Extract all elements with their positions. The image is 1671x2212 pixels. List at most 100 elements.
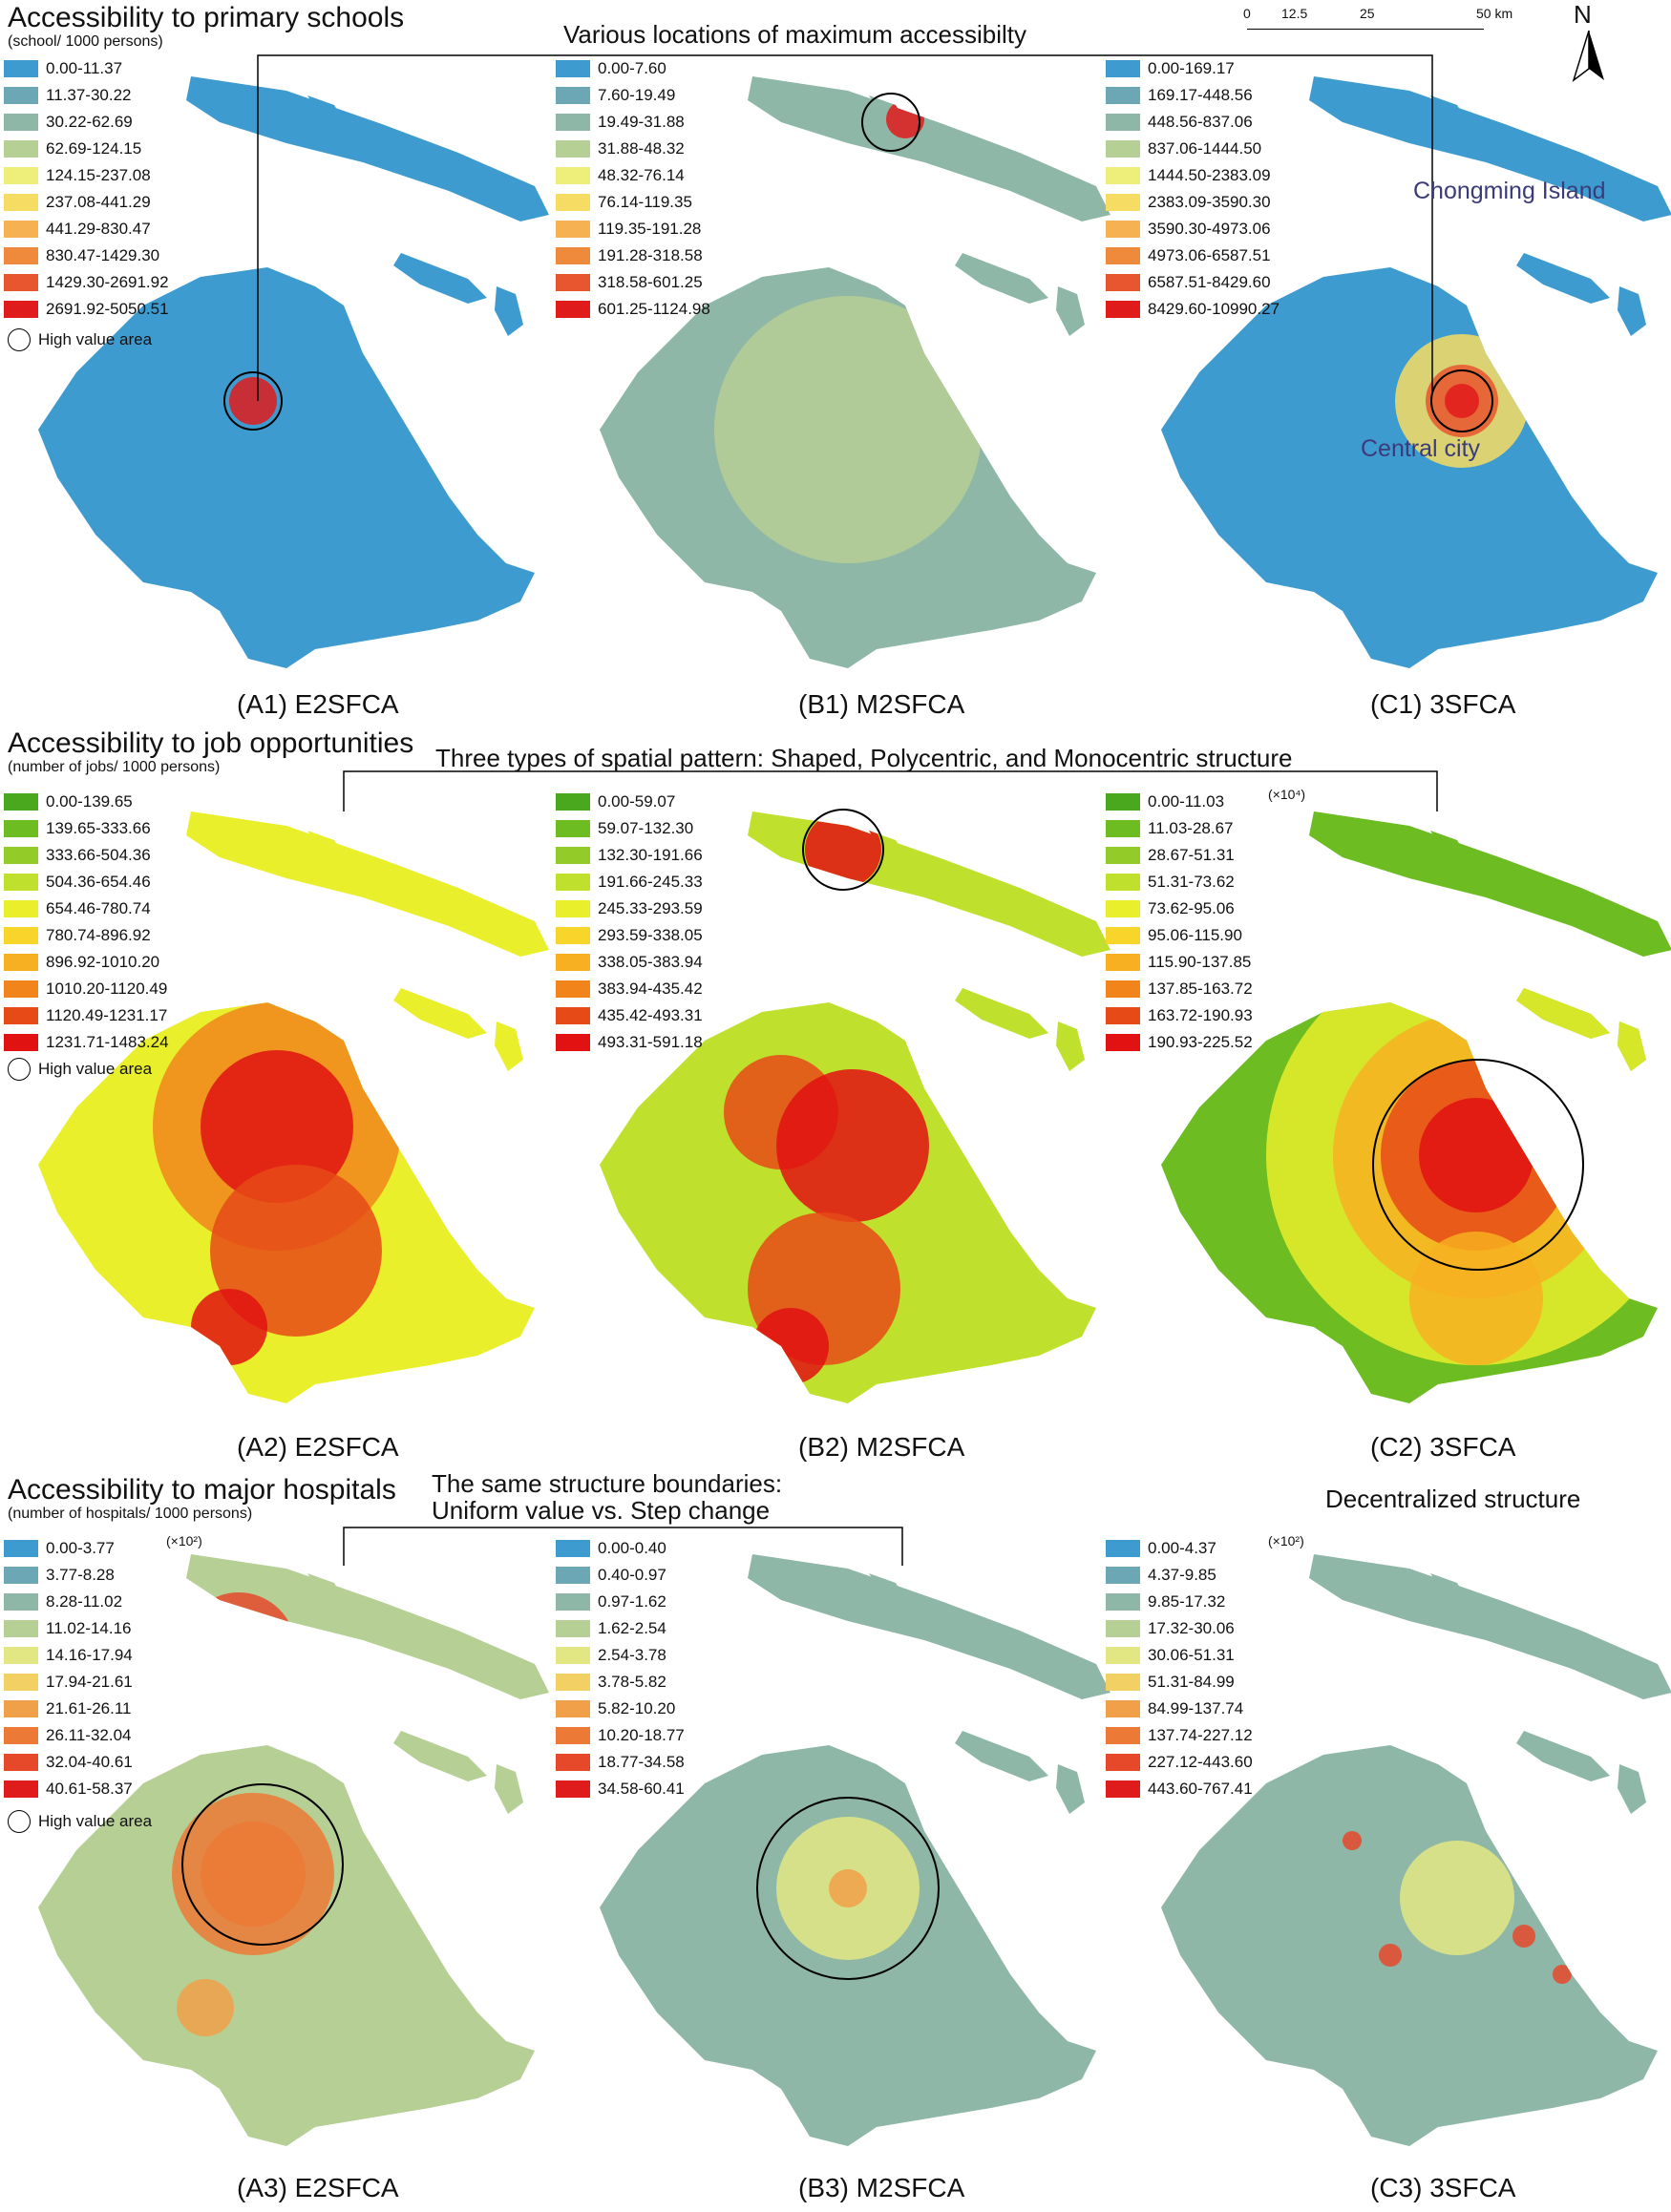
legend-swatch: [4, 1593, 38, 1611]
accessibility-hotspot: [1379, 1944, 1402, 1967]
island-shape: [748, 811, 1110, 957]
legend-label: 8.28-11.02: [46, 1592, 123, 1611]
legend-label: 0.00-59.07: [598, 792, 676, 811]
legend-entry: 0.40-0.97: [556, 1562, 775, 1589]
legend-entry: 0.00-11.37: [4, 55, 223, 82]
accessibility-hotspot: [229, 377, 277, 425]
legend-swatch: [1106, 793, 1140, 811]
callout-schools: Various locations of maximum accessibilt…: [563, 20, 1027, 49]
legend-label: 14.16-17.94: [46, 1646, 133, 1664]
legend-entry: 2383.09-3590.30: [1106, 189, 1325, 216]
legend-label: 10.20-18.77: [598, 1726, 685, 1744]
legend-entry: 441.29-830.47: [4, 216, 223, 242]
legend-entry: 62.69-124.15: [4, 136, 223, 162]
legend-label: 163.72-190.93: [1148, 1006, 1253, 1024]
legend-entry: 163.72-190.93: [1106, 1002, 1325, 1029]
legend-swatch: [1106, 1674, 1140, 1691]
legend-label: 59.07-132.30: [598, 819, 694, 837]
legend-entry: 11.02-14.16: [4, 1615, 223, 1642]
high-value-label: High value area: [38, 330, 153, 348]
legend-label: 504.36-654.46: [46, 873, 151, 891]
legend-label: 9.85-17.32: [1148, 1592, 1226, 1611]
legend-entry: 132.30-191.66: [556, 842, 775, 869]
legend-label: 2383.09-3590.30: [1148, 193, 1271, 211]
accessibility-hotspot: [1445, 384, 1479, 418]
legend-label: 0.00-3.77: [46, 1539, 115, 1557]
legend-label: 837.06-1444.50: [1148, 139, 1262, 158]
legend-entry: 8.28-11.02: [4, 1589, 223, 1615]
panel-label-b2: (B2) M2SFCA: [798, 1432, 965, 1462]
accessibility-hotspot: [210, 1165, 382, 1337]
legend-entry: 1444.50-2383.09: [1106, 162, 1325, 189]
legend-swatch: [1106, 274, 1140, 291]
legend-swatch: [1106, 221, 1140, 238]
legend-swatch: [4, 1727, 38, 1744]
panel-label-a2: (A2) E2SFCA: [237, 1432, 399, 1462]
legend-swatch: [4, 1700, 38, 1717]
map-panel-2-2: [600, 809, 1110, 1403]
legend-entry: 1.62-2.54: [556, 1615, 775, 1642]
legend-swatch: [556, 1647, 590, 1664]
panel-label-a3: (A3) E2SFCA: [237, 2173, 399, 2202]
scale-tick-2: 25: [1360, 6, 1375, 21]
north-arrow-label: N: [1574, 0, 1592, 29]
legend-entry: 11.03-28.67: [1106, 815, 1325, 842]
legend-entry: 28.67-51.31: [1106, 842, 1325, 869]
legend-label: 40.61-58.37: [46, 1780, 133, 1798]
legend-swatch: [556, 1034, 590, 1051]
section-title-schools: Accessibility to primary schools: [8, 2, 405, 33]
accessibility-hotspot: [459, 407, 486, 433]
legend-entry: 443.60-767.41: [1106, 1776, 1325, 1802]
legend-entry: 30.22-62.69: [4, 109, 223, 136]
legend-b1: 0.00-7.60 7.60-19.49 19.49-31.88 31.88-48.3…: [556, 55, 775, 323]
island-shape: [307, 1573, 340, 1592]
legend-label: 18.77-34.58: [598, 1753, 685, 1771]
high-value-circle-icon: [8, 328, 31, 351]
island-shape: [495, 1764, 523, 1814]
high-value-key-jobs: High value area: [8, 1058, 152, 1081]
accessibility-hotspot: [191, 1289, 267, 1365]
high-value-area-circle: [1430, 369, 1493, 432]
island-shape: [307, 95, 340, 115]
accessibility-hotspot: [752, 1308, 829, 1384]
legend-swatch: [1106, 1700, 1140, 1717]
legend-label: 383.94-435.42: [598, 980, 703, 998]
section-title-jobs: Accessibility to job opportunities: [8, 727, 414, 759]
island-shape: [1516, 1731, 1610, 1781]
legend-swatch: [1106, 1780, 1140, 1798]
legend-swatch: [4, 1567, 38, 1584]
legend-swatch: [1106, 954, 1140, 971]
legend-swatch: [1106, 927, 1140, 944]
legend-swatch: [556, 1620, 590, 1637]
accessibility-hotspot: [829, 1659, 867, 1697]
panel-label-b1: (B1) M2SFCA: [798, 689, 965, 719]
legend-swatch: [4, 140, 38, 158]
legend-label: 11.03-28.67: [1148, 819, 1234, 837]
legend-entry: 245.33-293.59: [556, 895, 775, 922]
high-value-area-circle: [223, 371, 283, 431]
legend-swatch: [556, 247, 590, 264]
legend-swatch: [1106, 820, 1140, 837]
high-value-circle-icon: [8, 1810, 31, 1833]
accessibility-hotspot: [714, 296, 982, 563]
legend-label: 0.00-139.65: [46, 792, 133, 811]
legend-swatch: [1106, 140, 1140, 158]
legend-swatch: [556, 140, 590, 158]
legend-entry: 3.78-5.82: [556, 1669, 775, 1696]
island-shape: [1430, 95, 1463, 115]
accessibility-hotspot: [805, 811, 881, 888]
legend-entry: 59.07-132.30: [556, 815, 775, 842]
legend-label: 26.11-32.04: [46, 1726, 132, 1744]
legend-label: 19.49-31.88: [598, 113, 685, 131]
island-shape: [495, 1022, 523, 1071]
legend-label: 17.32-30.06: [1148, 1619, 1235, 1637]
legend-label: 119.35-191.28: [598, 220, 702, 238]
mainland-shape: [1161, 267, 1658, 668]
legend-entry: 119.35-191.28: [556, 216, 775, 242]
legend-label: 32.04-40.61: [46, 1753, 133, 1771]
legend-entry: 237.08-441.29: [4, 189, 223, 216]
legend-entry: 493.31-591.18: [556, 1029, 775, 1056]
high-value-area-circle: [181, 1783, 344, 1946]
legend-swatch: [1106, 1593, 1140, 1611]
